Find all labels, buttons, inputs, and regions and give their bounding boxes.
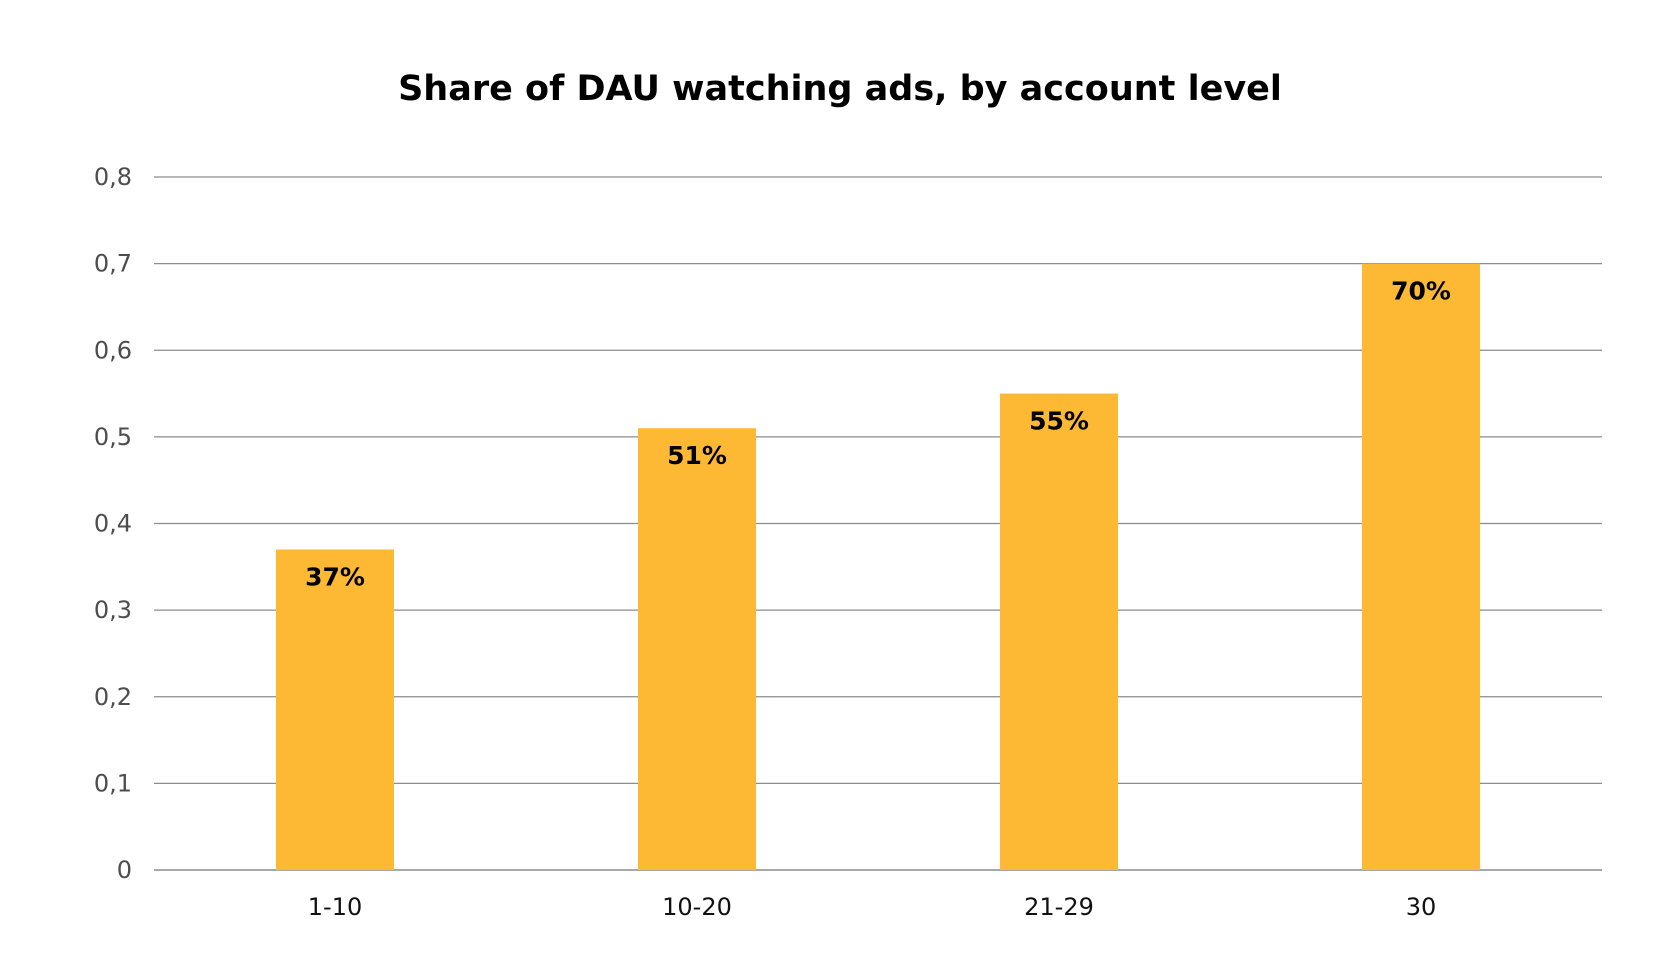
data-label: 55%	[1029, 407, 1089, 436]
x-tick-label: 30	[1406, 893, 1437, 921]
bars	[276, 263, 1480, 870]
chart-title: Share of DAU watching ads, by account le…	[398, 69, 1282, 109]
y-tick-label: 0,7	[94, 250, 132, 278]
bar-30	[1362, 263, 1480, 870]
x-tick-label: 21-29	[1024, 893, 1094, 921]
y-tick-label: 0,4	[94, 510, 132, 538]
y-tick-label: 0,3	[94, 596, 132, 624]
bar-21-29	[1000, 393, 1118, 870]
bar-10-20	[638, 428, 756, 870]
x-tick-label: 10-20	[662, 893, 732, 921]
x-tick-label: 1-10	[308, 893, 362, 921]
y-tick-label: 0	[117, 856, 132, 884]
data-label: 70%	[1391, 277, 1451, 306]
y-tick-label: 0,6	[94, 336, 132, 364]
y-tick-label: 0,2	[94, 683, 132, 711]
y-tick-label: 0,5	[94, 423, 132, 451]
y-axis-ticks: 0 0,1 0,2 0,3 0,4 0,5 0,6 0,7 0,8	[94, 163, 132, 884]
data-label: 37%	[305, 562, 365, 591]
y-tick-label: 0,1	[94, 769, 132, 797]
data-labels: 37% 51% 55% 70%	[305, 277, 1451, 592]
data-label: 51%	[667, 441, 727, 470]
gridlines	[154, 176, 1602, 871]
x-axis-ticks: 1-10 10-20 21-29 30	[308, 893, 1437, 921]
bar-1-10	[276, 549, 394, 870]
y-tick-label: 0,8	[94, 163, 132, 191]
